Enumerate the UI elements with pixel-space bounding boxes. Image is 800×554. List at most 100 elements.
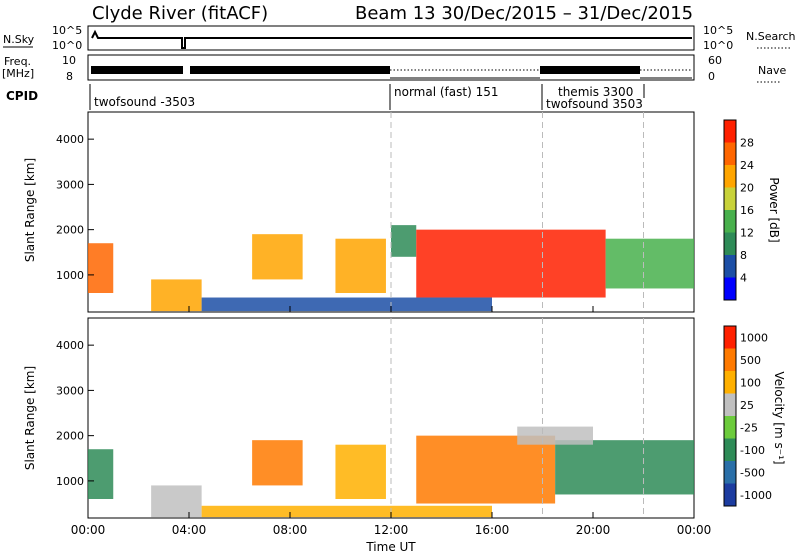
velocity-colorbar-seg-1 xyxy=(724,348,736,371)
velocity-ytick-label-0: 1000 xyxy=(56,475,84,488)
velocity-xtick-label-0: 00:00 xyxy=(71,523,106,537)
velocity-colorbar-tick-0: 1000 xyxy=(740,331,768,344)
power-colorbar-tick-2: 12 xyxy=(740,227,754,240)
power-colorbar-label: Power [dB] xyxy=(767,177,781,242)
cpid-segment-4: twofsound 3503 xyxy=(546,97,643,111)
power-ytick-label-2: 3000 xyxy=(56,178,84,191)
velocity-ytick-label-1: 2000 xyxy=(56,430,84,443)
nsearch-tick-bottom: 10^0 xyxy=(703,39,733,52)
velocity-colorbar: 1000 500 100 25 -25 -100 -500 -1000 xyxy=(723,325,772,507)
power-colorbar-tick-3: 16 xyxy=(740,204,754,217)
velocity-region-1 xyxy=(151,485,202,518)
nave-label: Nave xyxy=(758,64,786,77)
freq-panel: Freq. [MHz] 10 8 60 0 Nave xyxy=(2,54,786,83)
velocity-colorbar-tick-2: 100 xyxy=(740,376,761,389)
velocity-ylabel: Slant Range [km] xyxy=(23,366,37,470)
power-region-7 xyxy=(201,297,492,312)
velocity-colorbar-seg-0 xyxy=(724,326,736,349)
velocity-region-6 xyxy=(517,426,593,445)
velocity-colorbar-tick-3: 25 xyxy=(740,399,754,412)
power-y-ticks: 1000 2000 3000 4000 xyxy=(56,133,94,282)
power-region-0 xyxy=(88,243,114,293)
time-axis-label: Time UT xyxy=(365,540,416,554)
velocity-colorbar-seg-7 xyxy=(724,483,736,506)
power-region-3 xyxy=(335,238,386,293)
cpid-label: CPID xyxy=(6,89,38,103)
power-colorbar-seg-6 xyxy=(724,255,736,278)
nsky-label: N.Sky xyxy=(3,33,35,46)
velocity-region-0 xyxy=(88,449,114,499)
velocity-colorbar-seg-4 xyxy=(724,416,736,439)
velocity-colorbar-tick-5: -100 xyxy=(740,444,765,457)
velocity-region-7 xyxy=(201,505,492,518)
power-region-6 xyxy=(605,238,694,289)
freq-tick-top: 10 xyxy=(62,54,76,67)
velocity-data-layer xyxy=(88,318,694,518)
power-region-2 xyxy=(252,234,303,280)
velocity-colorbar-tick-4: -25 xyxy=(740,421,758,434)
nave-tick-bottom: 0 xyxy=(708,70,715,83)
nsky-trace xyxy=(91,29,692,49)
nsky-tick-bottom: 10^0 xyxy=(52,39,82,52)
power-ytick-label-1: 2000 xyxy=(56,224,84,237)
velocity-colorbar-label: Velocity [m s⁻¹] xyxy=(772,371,786,464)
beam-date-title: Beam 13 30/Dec/2015 – 31/Dec/2015 xyxy=(355,3,693,24)
power-colorbar-seg-7 xyxy=(724,277,736,300)
power-colorbar-tick-6: 28 xyxy=(740,137,754,150)
velocity-region-5 xyxy=(555,440,694,495)
freq-bar-3 xyxy=(540,66,640,74)
velocity-colorbar-seg-6 xyxy=(724,461,736,484)
velocity-ytick-label-3: 4000 xyxy=(56,339,84,352)
cpid-segment-1: twofsound -3503 xyxy=(94,95,195,109)
freq-bar-1 xyxy=(91,66,183,74)
velocity-colorbar-seg-2 xyxy=(724,371,736,394)
nsky-tick-top: 10^5 xyxy=(52,24,82,37)
velocity-xtick-label-2: 08:00 xyxy=(273,523,308,537)
velocity-colorbar-frame xyxy=(723,325,737,507)
power-colorbar: 4 8 12 16 20 24 28 xyxy=(723,119,754,301)
freq-label: Freq. xyxy=(4,55,31,68)
cpid-segment-3: themis 3300 xyxy=(558,85,633,99)
velocity-xtick-label-4: 16:00 xyxy=(475,523,510,537)
velocity-ytick-label-2: 3000 xyxy=(56,384,84,397)
power-colorbar-tick-5: 24 xyxy=(740,159,754,172)
velocity-xtick-label-5: 20:00 xyxy=(576,523,611,537)
velocity-colorbar-tick-1: 500 xyxy=(740,354,761,367)
freq-tick-bottom: 8 xyxy=(66,70,73,83)
power-colorbar-seg-2 xyxy=(724,165,736,188)
freq-bar-2 xyxy=(190,66,390,74)
velocity-panel: 1000 2000 3000 4000 00:00 04:00 08:00 12:00 16:… xyxy=(23,317,786,537)
nsky-panel: N.Sky 10^5 10^0 10^5 10^0 N.Search xyxy=(3,24,796,52)
power-colorbar-tick-1: 8 xyxy=(740,249,747,262)
power-region-4 xyxy=(391,225,417,257)
power-colorbar-seg-3 xyxy=(724,187,736,210)
power-colorbar-seg-1 xyxy=(724,142,736,165)
velocity-colorbar-seg-5 xyxy=(724,438,736,461)
power-ytick-label-0: 1000 xyxy=(56,269,84,282)
velocity-y-ticks: 1000 2000 3000 4000 xyxy=(56,339,94,488)
nsearch-tick-top: 10^5 xyxy=(703,24,733,37)
power-x-ticks xyxy=(87,306,695,312)
power-region-1 xyxy=(151,279,202,312)
velocity-region-4 xyxy=(416,435,556,504)
velocity-colorbar-tick-7: -1000 xyxy=(740,489,772,502)
freq-unit-label: [MHz] xyxy=(2,67,34,80)
power-data-layer xyxy=(88,112,694,312)
station-title: Clyde River (fitACF) xyxy=(92,3,268,24)
nave-tick-top: 60 xyxy=(708,54,722,67)
cpid-segment-2: normal (fast) 151 xyxy=(394,85,498,99)
velocity-region-2 xyxy=(252,440,303,486)
nsearch-label: N.Search xyxy=(746,30,796,43)
power-ytick-label-3: 4000 xyxy=(56,133,84,146)
power-ylabel: Slant Range [km] xyxy=(23,158,37,262)
cpid-panel: CPID twofsound -3503 normal (fast) 151 t… xyxy=(6,84,645,111)
velocity-xtick-label-6: 00:00 xyxy=(677,523,712,537)
power-region-5 xyxy=(416,229,606,298)
velocity-x-ticks: 00:00 04:00 08:00 12:00 16:00 20:00 00:00 xyxy=(71,512,712,537)
power-colorbar-frame xyxy=(723,119,737,301)
velocity-xtick-label-1: 04:00 xyxy=(172,523,207,537)
power-colorbar-seg-4 xyxy=(724,210,736,233)
power-colorbar-seg-5 xyxy=(724,232,736,255)
velocity-colorbar-seg-3 xyxy=(724,393,736,416)
